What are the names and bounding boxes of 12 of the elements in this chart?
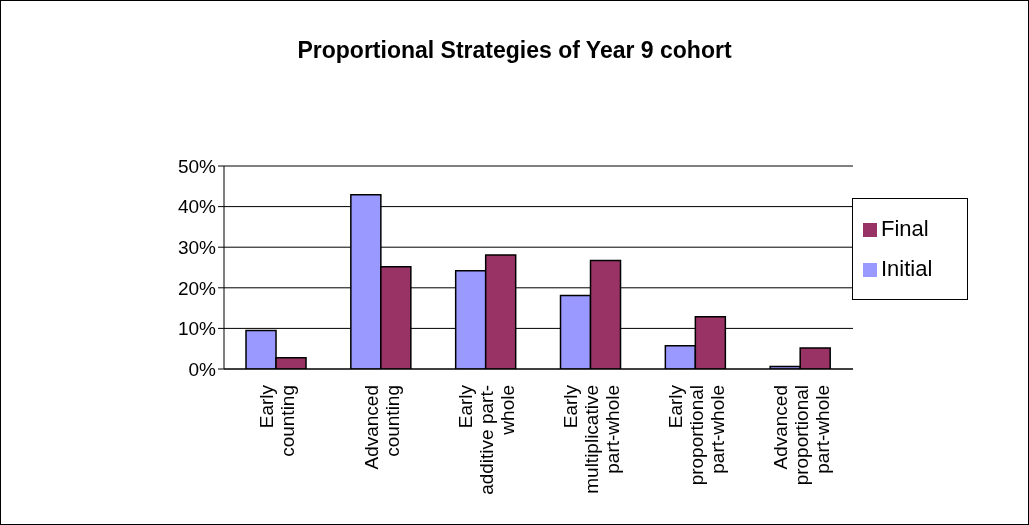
y-tick-label: 0% <box>188 358 217 380</box>
y-tick-label: 20% <box>177 277 217 299</box>
legend-label: Final <box>881 216 929 241</box>
chart-title: Proportional Strategies of Year 9 cohort <box>296 37 733 64</box>
x-tick-label: Advanced counting <box>360 385 403 470</box>
y-tick-label: 50% <box>177 155 217 177</box>
legend-label: Initial <box>881 256 933 281</box>
x-tick-label: Early additive part- whole <box>455 384 519 495</box>
x-tick-label: Early counting <box>255 384 298 457</box>
y-tick-label: 40% <box>177 196 217 218</box>
y-tick-label: 30% <box>177 236 217 258</box>
y-tick-label: 10% <box>177 318 217 340</box>
